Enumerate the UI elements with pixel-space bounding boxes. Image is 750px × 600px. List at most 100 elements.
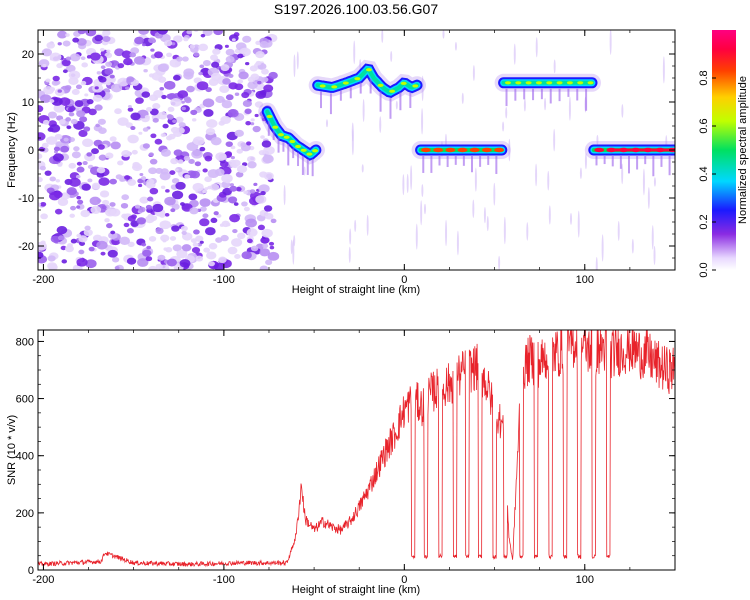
noise-blob	[46, 42, 56, 49]
noise-blob	[57, 30, 68, 39]
noise-blob	[101, 205, 107, 210]
noise-blob	[127, 178, 137, 186]
noise-blob	[182, 56, 189, 62]
noise-blob	[138, 206, 146, 213]
noise-blob	[97, 118, 106, 125]
noise-blob	[257, 80, 262, 85]
faint-streak	[621, 104, 624, 118]
noise-blob	[172, 119, 177, 124]
track-peak	[300, 148, 307, 152]
noise-blob	[241, 201, 248, 207]
noise-blob	[85, 30, 97, 37]
faint-streak	[653, 245, 656, 265]
track-peak	[566, 81, 573, 85]
faint-streak	[410, 165, 413, 191]
noise-blob	[69, 213, 75, 218]
noise-blob	[193, 229, 200, 235]
noise-blob	[245, 121, 251, 126]
noise-blob	[203, 109, 214, 117]
noise-blob	[181, 244, 192, 252]
noise-blob	[269, 245, 275, 250]
noise-blob	[130, 47, 140, 54]
noise-blob	[49, 191, 61, 201]
faint-streak	[579, 167, 582, 180]
noise-blob	[85, 259, 97, 269]
track-peak	[342, 81, 349, 85]
faint-streak	[421, 75, 424, 102]
noise-blob	[44, 170, 52, 176]
faint-streak	[421, 184, 424, 197]
noise-blob	[127, 107, 134, 112]
noise-blob	[47, 127, 54, 132]
noise-blob	[91, 182, 101, 190]
noise-blob	[68, 162, 77, 169]
faint-streak	[348, 246, 351, 263]
noise-blob	[139, 173, 144, 177]
noise-blob	[49, 87, 56, 92]
noise-blob	[75, 174, 81, 179]
noise-blob	[205, 127, 216, 136]
noise-blob	[210, 54, 218, 61]
noise-blob	[170, 158, 179, 165]
noise-blob	[202, 98, 215, 108]
noise-blob	[51, 97, 63, 106]
noise-blob	[110, 230, 116, 235]
track-peak	[295, 144, 302, 149]
noise-blob	[232, 229, 238, 234]
noise-blob	[234, 253, 241, 259]
noise-blob	[108, 231, 118, 240]
noise-blob	[83, 229, 93, 237]
faint-streak	[402, 174, 405, 196]
noise-blob	[200, 33, 206, 38]
faint-streak	[642, 168, 645, 196]
noise-blob	[146, 178, 155, 186]
noise-blob	[171, 42, 176, 46]
faint-streak	[293, 235, 296, 247]
faint-streak	[423, 203, 426, 215]
noise-blob	[170, 97, 182, 107]
noise-blob	[157, 63, 169, 73]
noise-blob	[141, 43, 146, 47]
noise-blob	[47, 111, 58, 119]
noise-blob	[204, 155, 213, 162]
noise-blob	[236, 232, 246, 240]
noise-blob	[40, 201, 47, 207]
faint-streak	[609, 30, 612, 55]
noise-blob	[169, 170, 176, 175]
noise-blob	[106, 223, 113, 229]
noise-blob	[73, 146, 80, 152]
noise-blob	[160, 185, 166, 190]
noise-blob	[208, 242, 218, 250]
noise-blob	[245, 218, 257, 228]
noise-blob	[70, 205, 77, 211]
noise-blob	[244, 108, 252, 114]
snr-frame	[37, 329, 676, 571]
noise-blob	[202, 168, 208, 173]
noise-blob	[221, 99, 226, 103]
noise-blob	[40, 213, 48, 220]
track-peak	[266, 114, 273, 119]
noise-blob	[102, 35, 111, 43]
noise-blob	[257, 224, 265, 231]
noise-blob	[155, 227, 164, 234]
faint-streak	[421, 108, 424, 135]
noise-blob	[95, 123, 100, 128]
colorbar-tick-label: 0.6	[698, 118, 710, 133]
noise-blob	[199, 218, 210, 227]
colorbar-tick-label: 0.0	[698, 262, 710, 277]
snr-x-tick-label: -100	[213, 574, 235, 586]
noise-blob	[57, 42, 62, 46]
noise-blob	[210, 72, 222, 81]
noise-blob	[148, 152, 154, 157]
noise-blob	[221, 100, 233, 109]
noise-blob	[69, 53, 81, 62]
noise-blob	[40, 94, 52, 103]
faint-streak	[569, 212, 572, 225]
spectral-track	[308, 59, 426, 119]
faint-streak	[508, 138, 511, 162]
faint-streak	[631, 238, 634, 254]
colorbar-tick-label: 0.2	[698, 214, 710, 229]
noise-blob	[262, 243, 269, 249]
noise-blob	[153, 89, 164, 98]
noise-blob	[87, 178, 93, 183]
